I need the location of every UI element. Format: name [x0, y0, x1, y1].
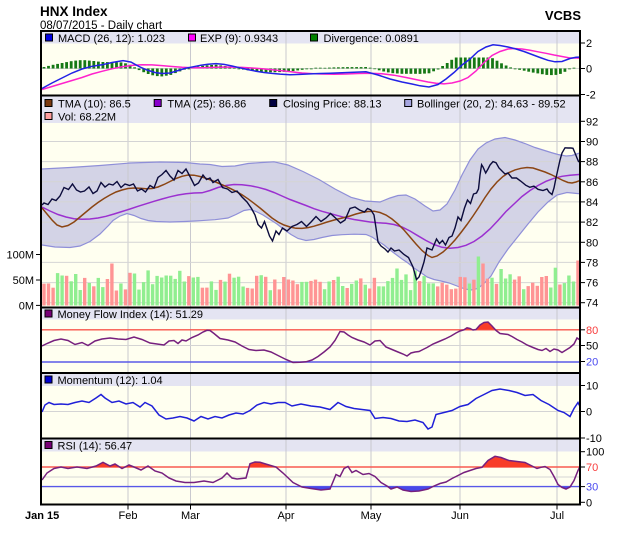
- svg-text:EXP (9): 0.9343: EXP (9): 0.9343: [200, 33, 278, 45]
- svg-text:82: 82: [586, 217, 598, 229]
- svg-text:Money Flow Index (14): 51.29: Money Flow Index (14): 51.29: [58, 309, 204, 321]
- svg-text:100: 100: [586, 447, 604, 459]
- svg-text:90: 90: [586, 137, 598, 149]
- svg-text:VCBS: VCBS: [545, 8, 581, 23]
- svg-text:86: 86: [586, 177, 598, 189]
- svg-text:50: 50: [586, 341, 598, 353]
- svg-text:92: 92: [586, 116, 598, 128]
- svg-text:RSI (14): 56.47: RSI (14): 56.47: [58, 441, 133, 453]
- svg-text:08/07/2015 - Daily chart: 08/07/2015 - Daily chart: [40, 20, 163, 32]
- svg-text:0: 0: [586, 64, 592, 76]
- svg-text:TMA (10): 86.5: TMA (10): 86.5: [58, 99, 131, 111]
- svg-text:20: 20: [586, 357, 598, 369]
- svg-text:May: May: [361, 510, 382, 522]
- svg-text:Jul: Jul: [550, 510, 564, 522]
- svg-text:100M: 100M: [6, 250, 34, 262]
- svg-text:-10: -10: [586, 433, 602, 445]
- svg-text:HNX Index: HNX Index: [40, 4, 108, 19]
- svg-text:Jun: Jun: [451, 510, 469, 522]
- svg-text:Vol: 68.22M: Vol: 68.22M: [58, 112, 116, 124]
- svg-text:70: 70: [586, 462, 598, 474]
- svg-text:80: 80: [586, 325, 598, 337]
- svg-text:88: 88: [586, 157, 598, 169]
- svg-text:0M: 0M: [19, 300, 34, 312]
- svg-text:Mar: Mar: [181, 510, 200, 522]
- svg-text:50M: 50M: [13, 275, 34, 287]
- svg-text:84: 84: [586, 197, 598, 209]
- svg-text:0: 0: [586, 407, 592, 419]
- svg-text:TMA (25): 86.86: TMA (25): 86.86: [167, 99, 246, 111]
- svg-text:78: 78: [586, 257, 598, 269]
- svg-text:74: 74: [586, 298, 598, 310]
- svg-text:Divergence: 0.0891: Divergence: 0.0891: [324, 33, 419, 45]
- svg-text:30: 30: [586, 482, 598, 494]
- svg-text:MACD (26, 12): 1.023: MACD (26, 12): 1.023: [58, 33, 165, 45]
- svg-text:Bollinger (20, 2): 84.63 - 89.: Bollinger (20, 2): 84.63 - 89.52: [417, 99, 566, 111]
- svg-text:Closing Price: 88.13: Closing Price: 88.13: [283, 99, 381, 111]
- svg-text:-2: -2: [586, 90, 596, 102]
- svg-text:0: 0: [586, 497, 592, 509]
- svg-text:Momentum (12): 1.04: Momentum (12): 1.04: [58, 375, 163, 387]
- svg-text:76: 76: [586, 278, 598, 290]
- svg-text:80: 80: [586, 237, 598, 249]
- svg-text:Apr: Apr: [277, 510, 294, 522]
- svg-text:Jan 15: Jan 15: [25, 510, 59, 522]
- svg-text:10: 10: [586, 381, 598, 393]
- svg-text:Feb: Feb: [119, 510, 138, 522]
- svg-text:2: 2: [586, 38, 592, 50]
